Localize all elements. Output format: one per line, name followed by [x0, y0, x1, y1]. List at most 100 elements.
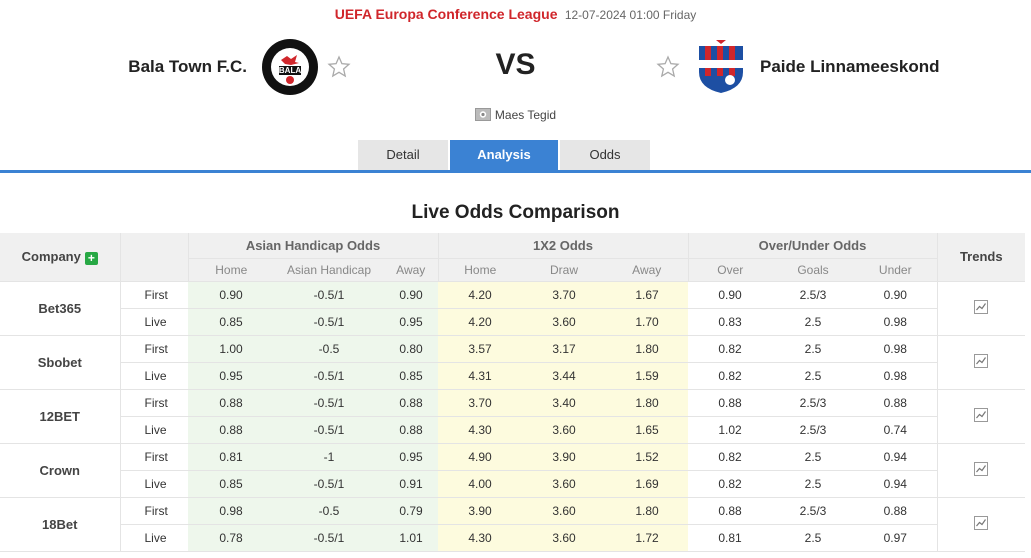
ah-odds-cell: -0.5 — [274, 497, 384, 525]
company-name[interactable]: 12BET — [0, 389, 121, 444]
ou-odds-cell: 0.74 — [854, 416, 937, 444]
odds-type: Live — [120, 470, 188, 498]
ah-odds-cell: 0.88 — [188, 416, 274, 444]
tab-odds[interactable]: Odds — [560, 140, 650, 170]
x12-odds-cell: 4.20 — [438, 281, 522, 309]
x12-odds-cell: 1.70 — [606, 308, 688, 336]
odds-type: First — [120, 335, 188, 363]
ah-odds-cell: -0.5/1 — [274, 416, 384, 444]
add-company-icon[interactable]: + — [84, 251, 98, 265]
ah-odds-cell: 0.85 — [188, 470, 274, 498]
odds-type: Live — [120, 416, 188, 444]
x12-odds-cell: 1.59 — [606, 362, 688, 390]
ah-odds-cell: 1.01 — [384, 524, 438, 552]
ah-odds-cell: 0.81 — [188, 443, 274, 471]
ah-line-header: Asian Handicap — [274, 258, 384, 282]
favorite-home-star-icon[interactable] — [327, 55, 351, 79]
ah-odds-cell: 0.98 — [188, 497, 274, 525]
trend-cell — [936, 443, 1025, 498]
ah-odds-cell: -0.5/1 — [274, 281, 384, 309]
ah-odds-cell: 0.90 — [384, 281, 438, 309]
ah-odds-cell: 0.95 — [384, 308, 438, 336]
x12-odds-cell: 1.52 — [606, 443, 688, 471]
home-team-name[interactable]: Bala Town F.C. — [128, 57, 247, 76]
home-team-crest[interactable]: BALA — [261, 38, 319, 96]
ou-odds-cell: 0.94 — [854, 443, 937, 471]
ah-odds-cell: 0.95 — [188, 362, 274, 390]
trends-header: Trends — [936, 233, 1025, 282]
league-name[interactable]: UEFA Europa Conference League — [334, 6, 558, 22]
trend-cell — [936, 335, 1025, 390]
ou-odds-cell: 0.88 — [688, 497, 772, 525]
odds-type: First — [120, 443, 188, 471]
ah-odds-cell: 0.95 — [384, 443, 438, 471]
trend-chart-icon[interactable] — [974, 299, 989, 314]
x12-odds-cell: 1.80 — [606, 335, 688, 363]
x12-odds-cell: 4.30 — [438, 524, 522, 552]
ou-odds-cell: 2.5 — [772, 362, 854, 390]
tab-analysis[interactable]: Analysis — [450, 140, 558, 170]
ou-odds-cell: 0.94 — [854, 470, 937, 498]
ou-odds-cell: 1.02 — [688, 416, 772, 444]
favorite-away-star-icon[interactable] — [656, 55, 680, 79]
table-row: Sbobet First 1.00 -0.5 0.80 3.57 3.17 1.80 0.82 2… — [0, 335, 1025, 390]
ou-odds-cell: 2.5 — [772, 308, 854, 336]
ah-odds-cell: 0.80 — [384, 335, 438, 363]
x12-odds-cell: 1.72 — [606, 524, 688, 552]
away-team-name[interactable]: Paide Linnameeskond — [760, 57, 940, 76]
x12-odds-cell: 1.69 — [606, 470, 688, 498]
trend-chart-icon[interactable] — [974, 353, 989, 368]
ou-odds-cell: 2.5/3 — [772, 497, 854, 525]
ou-odds-cell: 0.82 — [688, 335, 772, 363]
x12-odds-cell: 4.00 — [438, 470, 522, 498]
x12-odds-cell: 3.60 — [522, 308, 606, 336]
x12-odds-cell: 3.60 — [522, 497, 606, 525]
x12-odds-cell: 1.80 — [606, 389, 688, 417]
table-row: Live 0.78 -0.5/1 1.01 4.30 3.60 1.72 0.81 2.5 0.9… — [0, 524, 1025, 552]
ou-odds-cell: 0.82 — [688, 443, 772, 471]
x12-odds-cell: 1.80 — [606, 497, 688, 525]
trend-chart-icon[interactable] — [974, 461, 989, 476]
ou-goals-header: Goals — [772, 258, 854, 282]
ah-odds-cell: -0.5 — [274, 335, 384, 363]
company-header: Company + — [0, 233, 121, 282]
ah-odds-cell: -1 — [274, 443, 384, 471]
x12-odds-cell: 1.65 — [606, 416, 688, 444]
match-tabs: Detail Analysis Odds — [358, 140, 650, 170]
company-name[interactable]: 18Bet — [0, 497, 121, 552]
ou-odds-cell: 2.5/3 — [772, 416, 854, 444]
tab-detail[interactable]: Detail — [358, 140, 448, 170]
x12-odds-cell: 3.60 — [522, 524, 606, 552]
ou-odds-cell: 0.97 — [854, 524, 937, 552]
company-header-label: Company — [21, 248, 81, 264]
trend-chart-icon[interactable] — [974, 407, 989, 422]
x12-odds-cell: 3.90 — [438, 497, 522, 525]
company-name[interactable]: Sbobet — [0, 335, 121, 390]
odds-type: First — [120, 281, 188, 309]
odds-type-header — [120, 233, 188, 282]
ou-odds-cell: 0.90 — [854, 281, 937, 309]
x12-odds-cell: 4.20 — [438, 308, 522, 336]
trend-cell — [936, 281, 1025, 336]
trend-cell — [936, 497, 1025, 552]
trend-chart-icon[interactable] — [974, 515, 989, 530]
home-crest-text: BALA — [279, 66, 301, 75]
ou-odds-cell: 2.5 — [772, 524, 854, 552]
ah-odds-cell: 0.85 — [384, 362, 438, 390]
odds-type: Live — [120, 524, 188, 552]
odds-comparison-table: Company + Asian Handicap Odds 1X2 Odds Ov… — [0, 233, 1025, 552]
x12-home-header: Home — [437, 258, 522, 282]
ah-odds-cell: -0.5/1 — [274, 470, 384, 498]
company-name[interactable]: Bet365 — [0, 281, 121, 336]
away-team-crest[interactable] — [696, 40, 746, 94]
ah-home-header: Home — [187, 258, 274, 282]
table-row: Live 0.88 -0.5/1 0.88 4.30 3.60 1.65 1.02 2.5/3 0… — [0, 416, 1025, 444]
ah-odds-cell: 0.78 — [188, 524, 274, 552]
ou-odds-cell: 0.98 — [854, 308, 937, 336]
venue-name: Maes Tegid — [494, 108, 557, 122]
ah-odds-cell: 0.85 — [188, 308, 274, 336]
table-row: 12BET First 0.88 -0.5/1 0.88 3.70 3.40 1.80 0.88… — [0, 389, 1025, 444]
asian-handicap-header: Asian Handicap Odds — [187, 233, 438, 259]
ou-odds-cell: 0.81 — [688, 524, 772, 552]
company-name[interactable]: Crown — [0, 443, 121, 498]
